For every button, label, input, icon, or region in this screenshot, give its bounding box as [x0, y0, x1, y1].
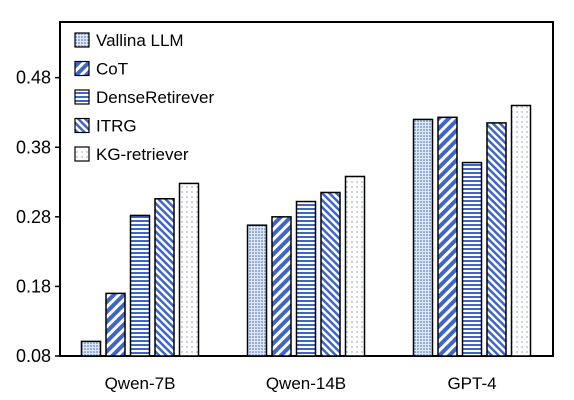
bars — [80, 104, 532, 357]
legend-swatch — [74, 60, 90, 77]
x-category-label: Qwen-14B — [266, 374, 346, 393]
bar-itrg-qwen-14b — [320, 191, 341, 357]
legend: Vallina LLM CoT DenseRetirever ITRG KG-retri… — [74, 31, 214, 164]
bar-cot-qwen-14b — [271, 216, 292, 357]
x-axis-labels: Qwen-7B Qwen-14B GPT-4 — [105, 374, 497, 393]
bar-vallina-llm-qwen-7b — [80, 340, 102, 357]
bar-kg-retriever-gpt-4 — [510, 104, 532, 357]
legend-swatch — [74, 117, 90, 134]
y-tick-label: 0.18 — [16, 276, 51, 296]
y-tick-label: 0.38 — [16, 137, 51, 157]
legend-swatch — [74, 32, 90, 48]
bar-vallina-llm-gpt-4 — [412, 118, 434, 357]
y-tick-label: 0.08 — [16, 346, 51, 366]
bar-denseretirever-qwen-7b — [129, 214, 151, 357]
bar-itrg-qwen-7b — [154, 197, 175, 357]
bar-cot-gpt-4 — [437, 116, 458, 357]
x-category-label: Qwen-7B — [105, 374, 176, 393]
legend-label: Vallina LLM — [96, 31, 184, 50]
bar-denseretirever-gpt-4 — [461, 161, 483, 357]
legend-label: DenseRetirever — [96, 88, 214, 107]
legend-swatch — [74, 89, 90, 105]
legend-label: KG-retriever — [96, 145, 189, 164]
legend-swatch — [74, 146, 90, 162]
y-axis-ticks: 0.08 0.18 0.28 0.38 0.48 — [16, 68, 60, 366]
bar-vallina-llm-qwen-14b — [246, 224, 268, 357]
y-tick-label: 0.28 — [16, 207, 51, 227]
legend-label: CoT — [96, 60, 128, 79]
bar-kg-retriever-qwen-14b — [344, 175, 366, 357]
bar-cot-qwen-7b — [105, 292, 126, 357]
bar-denseretirever-qwen-14b — [295, 200, 317, 357]
bar-itrg-gpt-4 — [486, 122, 507, 357]
y-tick-label: 0.48 — [16, 68, 51, 88]
x-category-label: GPT-4 — [447, 374, 496, 393]
bar-kg-retriever-qwen-7b — [178, 182, 200, 357]
legend-label: ITRG — [96, 117, 137, 136]
